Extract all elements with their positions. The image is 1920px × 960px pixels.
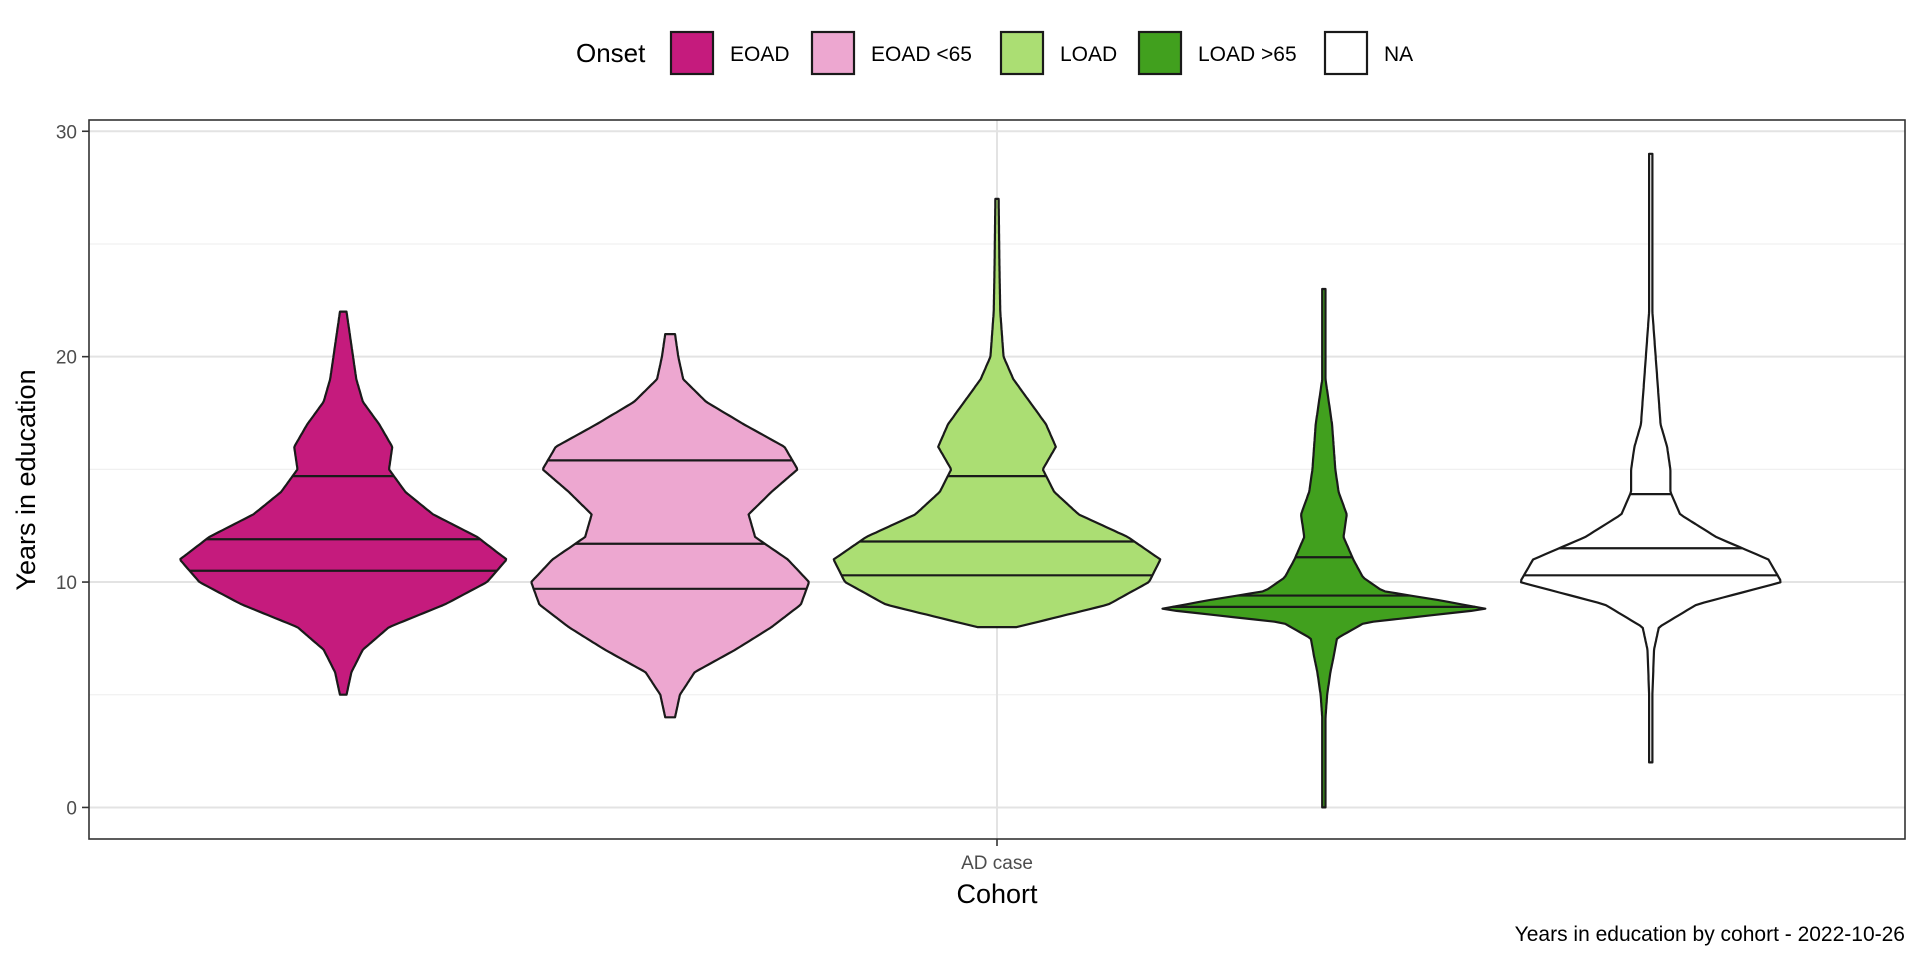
legend-label: EOAD [730, 43, 790, 66]
y-tick-label: 20 [56, 348, 77, 369]
legend-label: EOAD <65 [871, 43, 972, 66]
legend-key [1323, 30, 1369, 76]
violin-body [179, 310, 508, 696]
violin-eoad [179, 310, 508, 696]
violin-body [530, 333, 810, 719]
legend: Onset EOAD EOAD <65 LOAD LOAD >65 NA [576, 30, 1413, 76]
violin-load [832, 197, 1162, 629]
legend-key [999, 30, 1045, 76]
legend-key [1137, 30, 1183, 76]
violin-eoad-65 [530, 333, 810, 719]
legend-title: Onset [576, 38, 646, 68]
violin-body [1520, 152, 1782, 764]
y-axis-title: Years in education [11, 369, 41, 590]
violin-body [1161, 287, 1487, 809]
chart-caption: Years in education by cohort - 2022-10-2… [1515, 923, 1905, 946]
legend-label: LOAD >65 [1198, 43, 1297, 66]
legend-label: LOAD [1060, 43, 1117, 66]
legend-key [669, 30, 715, 76]
legend-key [810, 30, 856, 76]
y-tick-label: 30 [56, 122, 77, 143]
plot-area [89, 120, 1905, 839]
x-axis-title: Cohort [956, 879, 1038, 909]
y-tick-label: 0 [66, 798, 77, 819]
x-tick-label: AD case [961, 853, 1033, 874]
violin-body [832, 197, 1162, 629]
violin-na [1520, 152, 1782, 764]
axes: 0 10 20 30 AD case [56, 119, 1906, 874]
legend-label: NA [1384, 43, 1413, 66]
violin-load-65 [1161, 287, 1487, 809]
y-tick-label: 10 [56, 573, 77, 594]
